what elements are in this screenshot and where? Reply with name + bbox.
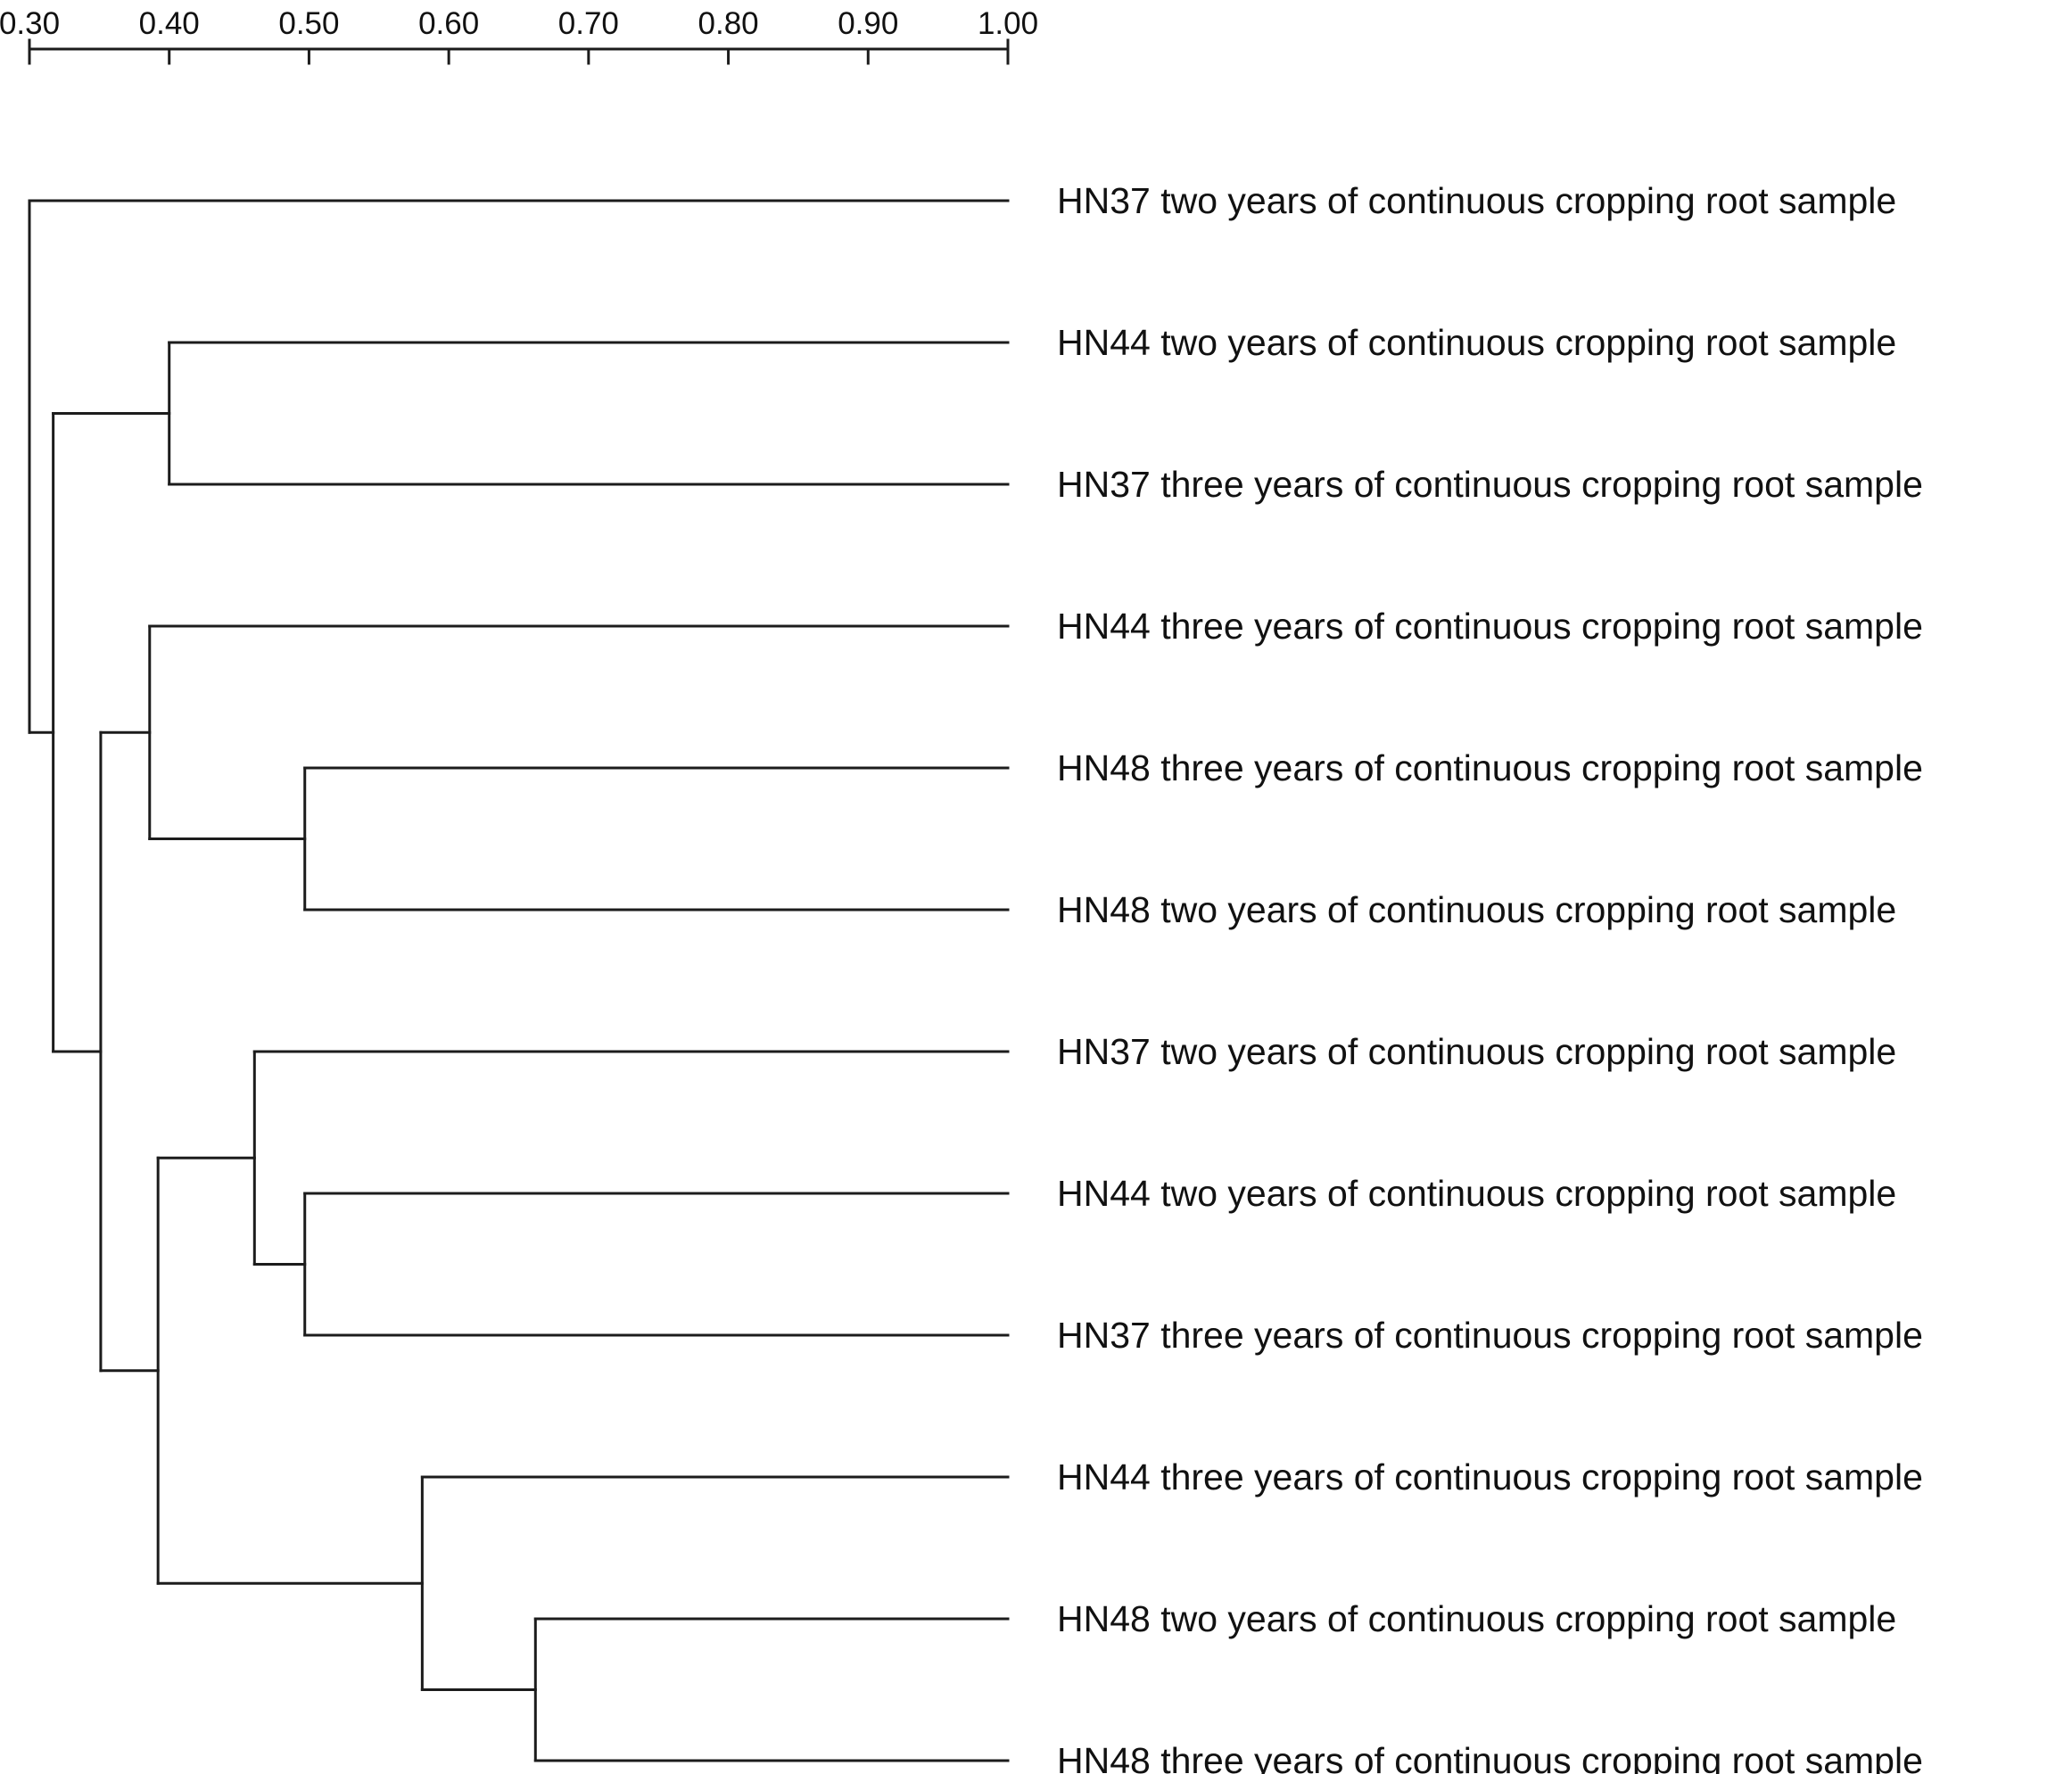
leaf-label: HN44 three years of continuous cropping …	[1057, 1456, 1923, 1498]
leaf-label: HN37 two years of continuous cropping ro…	[1057, 1031, 1896, 1072]
leaf-label: HN44 two years of continuous cropping ro…	[1057, 322, 1896, 363]
axis-tick-label: 0.30	[0, 6, 60, 41]
leaf-label: HN44 two years of continuous cropping ro…	[1057, 1173, 1896, 1214]
leaf-label: HN37 three years of continuous cropping …	[1057, 464, 1923, 505]
axis-tick-label: 0.60	[418, 6, 479, 41]
leaf-label: HN44 three years of continuous cropping …	[1057, 606, 1923, 647]
leaf-label: HN37 two years of continuous cropping ro…	[1057, 180, 1896, 221]
axis-tick-label: 0.40	[139, 6, 200, 41]
leaf-label: HN37 three years of continuous cropping …	[1057, 1315, 1923, 1356]
axis-tick-label: 0.80	[698, 6, 759, 41]
axis-tick-label: 0.90	[838, 6, 898, 41]
leaf-label: HN48 two years of continuous cropping ro…	[1057, 1598, 1896, 1639]
leaf-label: HN48 two years of continuous cropping ro…	[1057, 889, 1896, 930]
axis-tick-label: 0.50	[278, 6, 339, 41]
leaf-label: HN48 three years of continuous cropping …	[1057, 747, 1923, 788]
leaf-label: HN48 three years of continuous cropping …	[1057, 1740, 1923, 1774]
axis-tick-label: 1.00	[978, 6, 1038, 41]
axis-tick-label: 0.70	[558, 6, 619, 41]
